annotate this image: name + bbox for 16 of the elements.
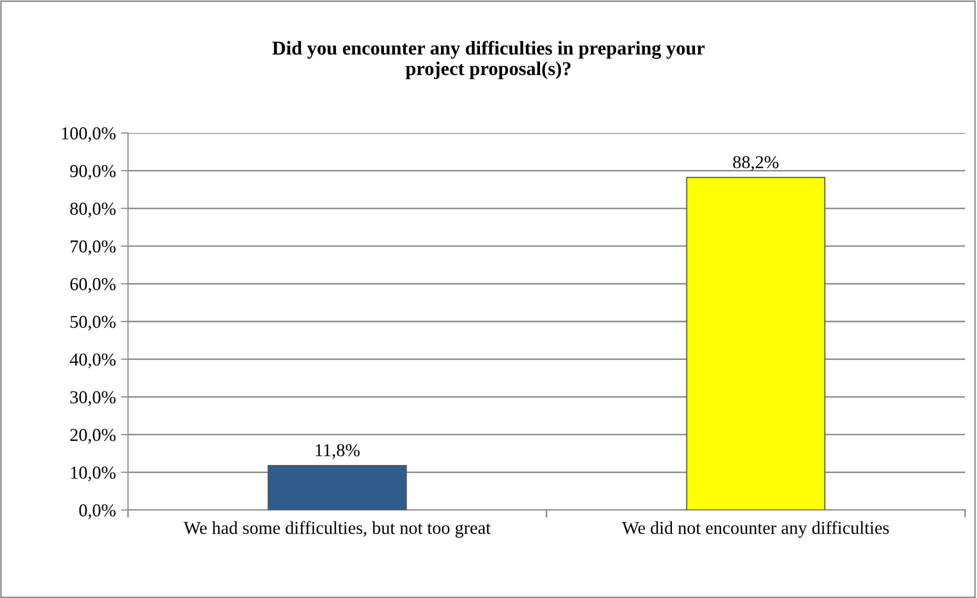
y-tick-label: 70,0% xyxy=(70,240,116,256)
y-tick-label: 0,0% xyxy=(79,504,116,520)
y-tick-label: 20,0% xyxy=(70,428,116,444)
data-label: 11,8% xyxy=(316,444,360,459)
y-tick-label: 50,0% xyxy=(70,316,116,331)
x-tick-label: We had some difficulties, but not too great xyxy=(184,521,491,538)
chart-title: Did you encounter any difficulties in preparing your project proposal(s)? xyxy=(272,40,705,80)
x-tick-label: We did not encounter any difficulties xyxy=(622,521,889,538)
data-label: 88,2% xyxy=(733,156,778,171)
y-tick-label: 90,0% xyxy=(70,164,116,180)
y-tick-label: 100,0% xyxy=(62,127,116,142)
y-tick-label: 10,0% xyxy=(71,466,116,482)
y-tick-label: 60,0% xyxy=(70,278,116,293)
y-tick-label: 40,0% xyxy=(70,353,116,368)
y-tick-label: 80,0% xyxy=(70,202,116,218)
y-tick-label: 30,0% xyxy=(70,391,116,406)
